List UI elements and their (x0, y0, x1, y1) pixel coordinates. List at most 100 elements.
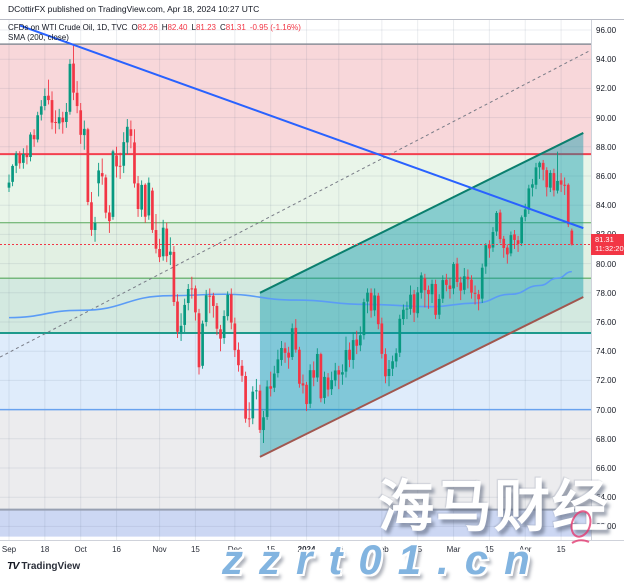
candle (108, 212, 111, 222)
candle (358, 335, 362, 346)
symbol-legend-row[interactable]: CFDs on WTI Crude Oil, 1D, TVC O82.26 H82.… (8, 23, 301, 33)
candle (237, 349, 240, 366)
bar-close-countdown: 11:32:20 (595, 244, 624, 254)
candle (204, 295, 208, 322)
candle (168, 251, 172, 255)
price-tick-label: 68.00 (596, 434, 617, 444)
candle (319, 354, 323, 399)
candle (380, 323, 384, 354)
ohlc-values: O82.26 H82.40 L81.23 C81.31 (127, 23, 245, 32)
candle (158, 249, 161, 258)
candle (369, 292, 373, 311)
candle (75, 92, 79, 107)
time-axis[interactable]: Sep 18 Oct 16 Nov 15 Dec 15 2024 16 Feb 15 Mar 15 Apr 1… (0, 540, 591, 558)
candle (376, 295, 380, 325)
price-tick-label: 96.00 (596, 26, 617, 35)
candle (47, 95, 50, 101)
axis-corner (591, 540, 624, 558)
candle (394, 353, 398, 362)
candle (419, 275, 423, 293)
candle (151, 190, 154, 230)
candle (219, 329, 222, 339)
candle (473, 292, 477, 294)
candle (405, 308, 409, 310)
candle (538, 162, 541, 168)
price-zone (0, 409, 591, 510)
ohlc-value: 81.23 (195, 23, 216, 32)
candle (186, 289, 190, 304)
price-axis[interactable]: 96.0094.0092.0090.0088.0086.0084.0082.00… (591, 20, 624, 540)
candle (136, 183, 140, 209)
candle (79, 110, 83, 135)
time-tick-label: 2024 (297, 545, 316, 554)
candle (201, 323, 204, 366)
candle (326, 377, 330, 390)
price-tick-label: 92.00 (596, 84, 617, 94)
candle (14, 153, 18, 166)
ohlc-label: O (131, 23, 138, 32)
candle (244, 376, 247, 419)
candle (290, 328, 294, 358)
candle (176, 301, 179, 332)
candle (445, 279, 448, 285)
change-value: -0.95 (-1.16%) (249, 23, 301, 32)
time-tick-label: 16 (112, 545, 121, 554)
candle (541, 162, 545, 170)
ohlc-label: C (220, 23, 226, 32)
candle (276, 359, 280, 374)
candle (269, 386, 273, 389)
candle (423, 278, 427, 291)
price-tick-label: 72.00 (596, 376, 617, 386)
time-tick-label: 15 (266, 545, 276, 554)
ohlc-value: 82.40 (167, 23, 188, 32)
candle (93, 222, 97, 231)
candle (161, 227, 165, 257)
sma-200-line (8, 270, 572, 319)
candle (462, 276, 466, 290)
candle (534, 167, 538, 185)
candle (566, 184, 570, 225)
candle (25, 154, 29, 158)
candle (247, 418, 251, 420)
candle (348, 349, 351, 360)
candle (559, 180, 563, 185)
price-zone (0, 222, 591, 279)
candle (86, 129, 90, 202)
indicator-legend-row[interactable]: SMA (200, close) (8, 33, 301, 43)
price-tick-label: 88.00 (596, 142, 617, 152)
candle (351, 340, 355, 360)
candle (298, 349, 301, 384)
candle (545, 170, 549, 188)
ohlc-value: 81.31 (225, 23, 246, 32)
candle (330, 380, 333, 390)
candle (183, 304, 187, 325)
rising-dotted-line (0, 49, 591, 358)
candle (115, 155, 118, 167)
candle (82, 128, 86, 136)
indicator-label: SMA (200, close) (8, 33, 69, 42)
candle (333, 370, 337, 381)
candle (229, 294, 233, 323)
candle (251, 391, 255, 419)
candle (312, 370, 316, 378)
watermark-cjk-text: 海马财经 (378, 475, 610, 538)
time-tick-label: Apr (519, 545, 532, 554)
candle (72, 63, 75, 93)
candle (513, 234, 516, 240)
candle (154, 230, 158, 249)
candle (222, 316, 226, 339)
candle (509, 235, 513, 254)
candle (172, 251, 176, 302)
time-tick-label: 16 (334, 545, 344, 554)
price-zone (0, 44, 591, 155)
watermark-swirl-icon (570, 510, 592, 544)
price-tick-label: 78.00 (596, 288, 617, 298)
candle (402, 309, 405, 320)
candle (398, 318, 402, 353)
candle (50, 100, 54, 123)
candle (362, 302, 366, 336)
tradingview-logo[interactable]: TV TradingView (7, 560, 80, 572)
candle (211, 295, 215, 306)
candle (240, 365, 244, 376)
